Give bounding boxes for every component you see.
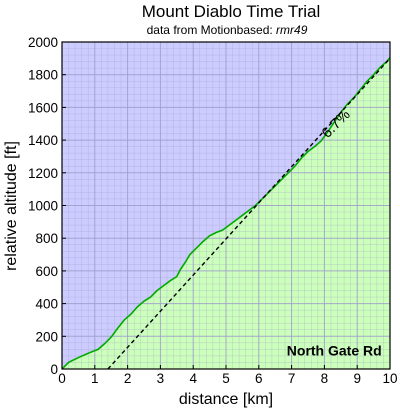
y-tick-label: 0 [50,362,58,377]
x-tick-label: 4 [189,371,197,386]
y-tick-label: 800 [35,231,58,246]
y-tick-label: 1800 [28,68,58,83]
region-label: North Gate Rd [287,343,382,359]
elevation-area [62,57,390,369]
plot-area: 0 1 2 3 4 5 6 7 8 9 10 0 200 400 600 800 1000 1200 1400 160… [28,35,398,386]
y-axis-label: relative altitude [ft] [3,141,20,271]
x-tick-label: 0 [58,371,66,386]
chart-subtitle: data from Motionbased: rmr49 [147,23,308,37]
x-axis-label: distance [km] [179,391,273,408]
y-tick-label: 1400 [28,133,58,148]
y-tick-label: 1200 [28,166,58,181]
y-tick-label: 1000 [28,199,58,214]
elevation-line [61,57,391,370]
x-tick-label: 9 [353,371,361,386]
x-tick-label: 8 [321,371,329,386]
y-tick-label: 1600 [28,100,58,115]
x-tick-label: 10 [382,371,397,386]
y-tick-label: 2000 [28,35,58,50]
x-tick-label: 7 [288,371,296,386]
chart-subtitle-prefix: data from Motionbased: [147,23,276,37]
chart-title: Mount Diablo Time Trial [142,2,321,21]
y-tick-label: 600 [35,264,58,279]
chart-subtitle-user: rmr49 [276,23,308,37]
x-tick-label: 5 [222,371,230,386]
y-tick-label: 400 [35,297,58,312]
y-tick-label: 200 [35,329,58,344]
x-tick-label: 6 [255,371,263,386]
x-tick-label: 3 [157,371,165,386]
x-tick-label: 1 [91,371,99,386]
x-tick-label: 2 [124,371,132,386]
